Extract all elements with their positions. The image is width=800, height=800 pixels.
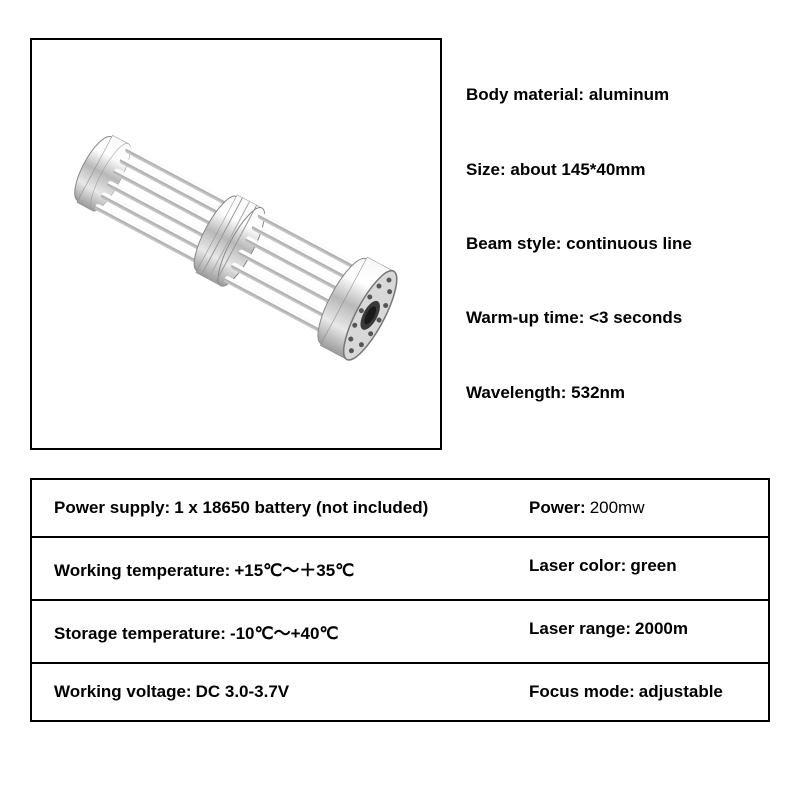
spec-beam-style: Beam style: continuous line [466,234,692,254]
product-image-frame [30,38,442,450]
cell-laser-range: Laser range: 2000m [507,601,768,662]
spec-label: Size: [466,160,506,179]
spec-label: Storage temperature: [54,624,226,644]
spec-value: green [630,556,676,576]
spec-label: Wavelength: [466,383,566,402]
cell-storage-temp: Storage temperature: -10℃～+40℃ [32,601,507,662]
cell-laser-color: Laser color: green [507,538,768,599]
spec-label: Warm-up time: [466,308,584,327]
spec-warmup-time: Warm-up time: <3 seconds [466,308,692,328]
spec-wavelength: Wavelength: 532nm [466,383,692,403]
spec-value: +15℃～＋35℃ [234,556,354,581]
spec-label: Laser color: [529,556,626,576]
table-row: Working voltage: DC 3.0-3.7V Focus mode:… [32,664,768,720]
top-specs-list: Body material: aluminum Size: about 145*… [466,38,692,450]
spec-label: Laser range: [529,619,631,639]
spec-size: Size: about 145*40mm [466,160,692,180]
cell-power-supply: Power supply: 1 x 18650 battery (not inc… [32,480,507,536]
cell-working-voltage: Working voltage: DC 3.0-3.7V [32,664,507,720]
spec-value: about 145*40mm [510,160,645,179]
product-image [41,49,431,439]
spec-label: Working temperature: [54,561,230,581]
table-row: Working temperature: +15℃～＋35℃ Laser col… [32,538,768,601]
cell-focus-mode: Focus mode: adjustable [507,664,768,720]
spec-value: 1 x 18650 battery (not included) [174,498,428,518]
spec-label: Focus mode: [529,682,635,702]
spec-value: continuous line [566,234,692,253]
spec-label: Power supply: [54,498,170,518]
specs-table: Power supply: 1 x 18650 battery (not inc… [30,478,770,722]
spec-value: 532nm [571,383,625,402]
spec-value: DC 3.0-3.7V [196,682,290,702]
cell-working-temp: Working temperature: +15℃～＋35℃ [32,538,507,599]
spec-value: aluminum [589,85,669,104]
spec-value: -10℃～+40℃ [230,619,339,644]
spec-label: Power: [529,498,586,518]
spec-value: 200mw [590,498,645,518]
spec-value: adjustable [639,682,723,702]
top-section: Body material: aluminum Size: about 145*… [30,38,770,450]
table-row: Power supply: 1 x 18650 battery (not inc… [32,480,768,538]
table-row: Storage temperature: -10℃～+40℃ Laser ran… [32,601,768,664]
spec-value: 2000m [635,619,688,639]
spec-label: Beam style: [466,234,561,253]
spec-value: <3 seconds [589,308,682,327]
spec-label: Body material: [466,85,584,104]
cell-power: Power: 200mw [507,480,768,536]
spec-label: Working voltage: [54,682,192,702]
spec-body-material: Body material: aluminum [466,85,692,105]
